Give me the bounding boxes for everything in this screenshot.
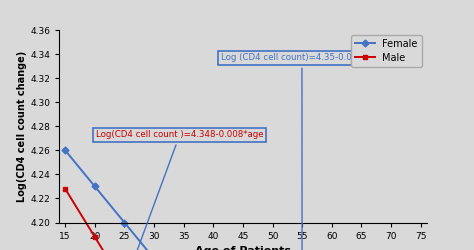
- Y-axis label: Log(CD4 cell count change): Log(CD4 cell count change): [18, 50, 27, 202]
- Text: Log(CD4 cell count )=4.348-0.008*age: Log(CD4 cell count )=4.348-0.008*age: [96, 130, 264, 250]
- Line: Female: Female: [63, 148, 423, 250]
- Legend: Female, Male: Female, Male: [351, 35, 422, 66]
- Male: [92, 236, 98, 238]
- Female: [92, 185, 98, 188]
- Text: Log (CD4 cell count)=4.35-0.006*age: Log (CD4 cell count)=4.35-0.006*age: [221, 53, 383, 250]
- Line: Male: Male: [63, 186, 423, 250]
- X-axis label: Age of Patients: Age of Patients: [195, 246, 291, 250]
- Female: [121, 221, 127, 224]
- Male: [62, 187, 68, 190]
- Female: [62, 149, 68, 152]
